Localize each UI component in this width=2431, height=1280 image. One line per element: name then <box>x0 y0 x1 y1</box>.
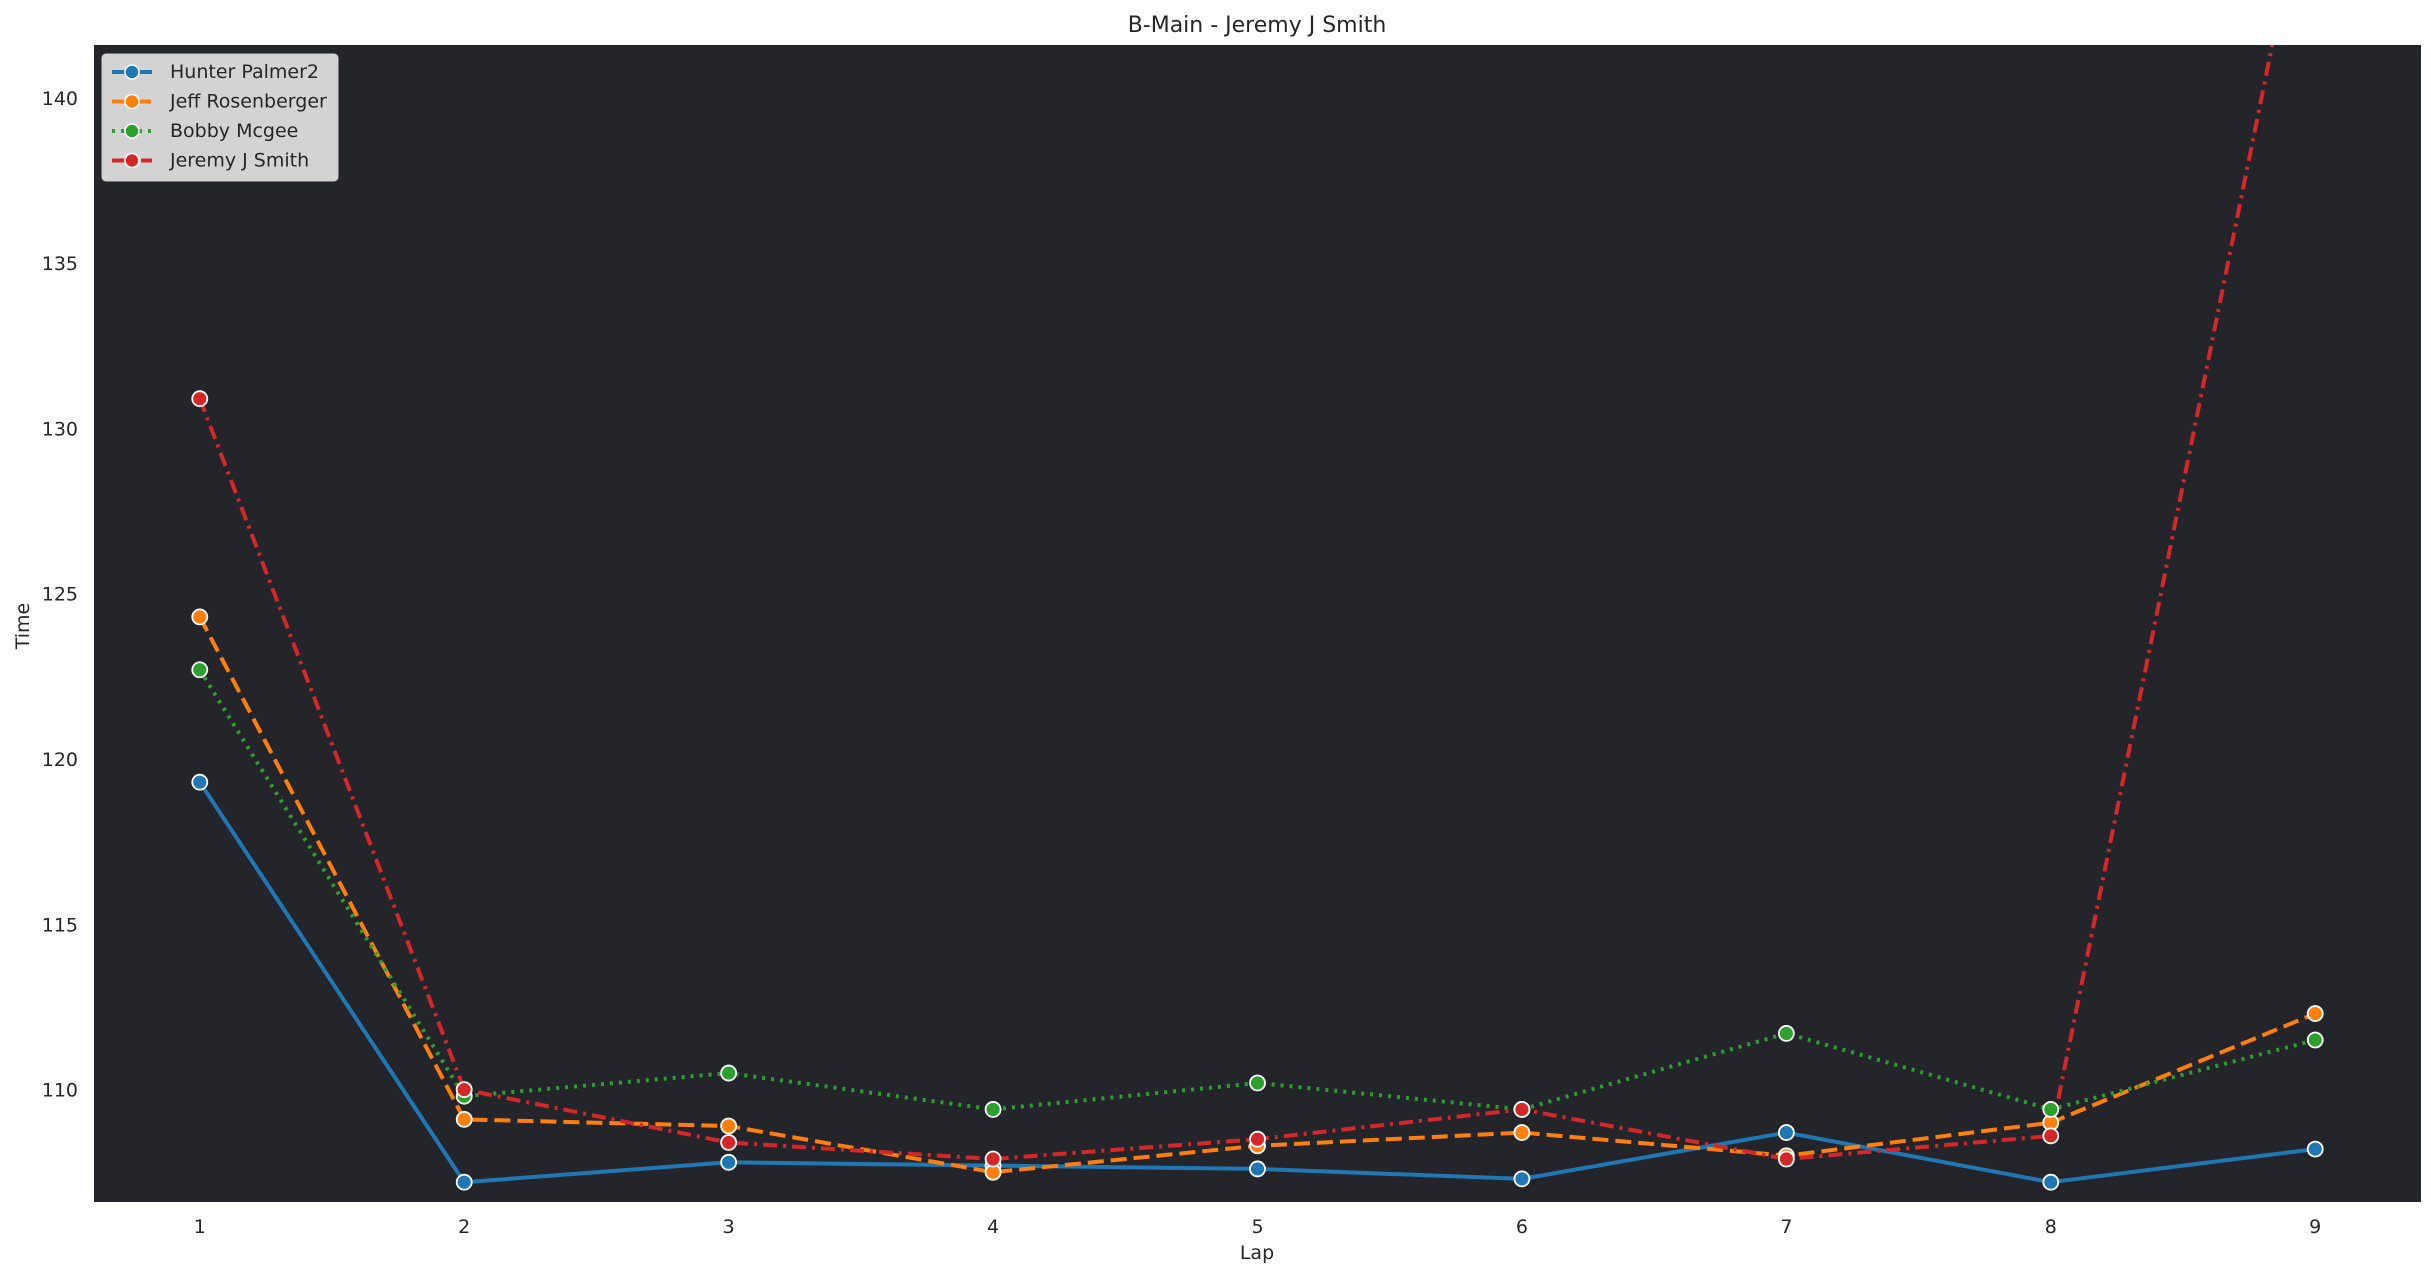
legend-marker <box>124 123 140 139</box>
data-point <box>984 1101 1002 1118</box>
legend-label: Jeff Rosenberger <box>169 91 327 113</box>
data-point <box>2042 1173 2060 1191</box>
series-points <box>191 390 2324 1191</box>
data-point <box>191 773 209 791</box>
x-tick-label: 8 <box>2045 1216 2057 1238</box>
data-point <box>720 1153 738 1171</box>
legend-label: Hunter Palmer2 <box>170 61 319 83</box>
data-point <box>2306 1140 2324 1158</box>
data-point <box>455 1173 473 1191</box>
data-point <box>1777 1025 1795 1042</box>
data-point <box>1777 1124 1795 1141</box>
data-point <box>191 661 209 679</box>
x-tick-label: 3 <box>723 1216 735 1238</box>
data-point <box>2042 1127 2060 1145</box>
x-axis-label: Lap <box>1240 1242 1274 1264</box>
data-point <box>455 1081 473 1099</box>
x-tick-label: 1 <box>194 1216 206 1238</box>
data-point <box>984 1150 1002 1168</box>
data-point <box>1513 1124 1531 1141</box>
x-tick-label: 6 <box>1516 1216 1528 1238</box>
data-point <box>1777 1150 1795 1168</box>
x-axis: 1 2 3 4 5 6 7 8 9 <box>194 1216 2322 1238</box>
data-point <box>720 1064 738 1082</box>
data-point <box>2042 1101 2060 1118</box>
y-axis-label: Time <box>12 603 34 651</box>
x-tick-label: 5 <box>1251 1216 1263 1238</box>
legend-marker <box>124 152 140 169</box>
x-tick-label: 9 <box>2309 1216 2321 1238</box>
y-axis: 110 115 120 125 130 135 140 <box>42 88 78 1102</box>
y-tick-label: 115 <box>42 914 78 936</box>
chart-title: B-Main - Jeremy J Smith <box>1128 13 1387 38</box>
x-tick-label: 4 <box>987 1216 999 1238</box>
y-tick-label: 135 <box>42 253 78 275</box>
x-tick-label: 2 <box>458 1216 470 1238</box>
y-tick-label: 140 <box>42 88 78 110</box>
legend-label: Jeremy J Smith <box>169 150 309 172</box>
data-point <box>1249 1160 1266 1178</box>
legend-label: Bobby Mcgee <box>170 120 298 142</box>
legend-box <box>101 53 339 182</box>
data-point <box>1513 1170 1531 1188</box>
plot-background <box>94 45 2421 1202</box>
legend-marker <box>124 64 140 80</box>
y-tick-label: 130 <box>42 418 78 440</box>
y-tick-label: 125 <box>42 584 78 606</box>
data-point <box>2306 1031 2324 1049</box>
data-point <box>191 390 209 408</box>
legend: Hunter Palmer2 Jeff Rosenberger Bobby Mcge… <box>101 53 339 182</box>
data-point <box>191 608 209 626</box>
data-point <box>2306 1005 2324 1022</box>
data-point <box>1249 1074 1266 1092</box>
y-tick-label: 120 <box>42 749 78 771</box>
data-point <box>1513 1101 1531 1118</box>
x-tick-label: 7 <box>1780 1216 1792 1238</box>
data-point <box>720 1134 738 1151</box>
legend-marker <box>124 93 140 110</box>
data-point <box>1249 1130 1266 1148</box>
y-tick-label: 110 <box>42 1080 78 1102</box>
data-point <box>455 1110 473 1128</box>
data-point <box>720 1117 738 1135</box>
